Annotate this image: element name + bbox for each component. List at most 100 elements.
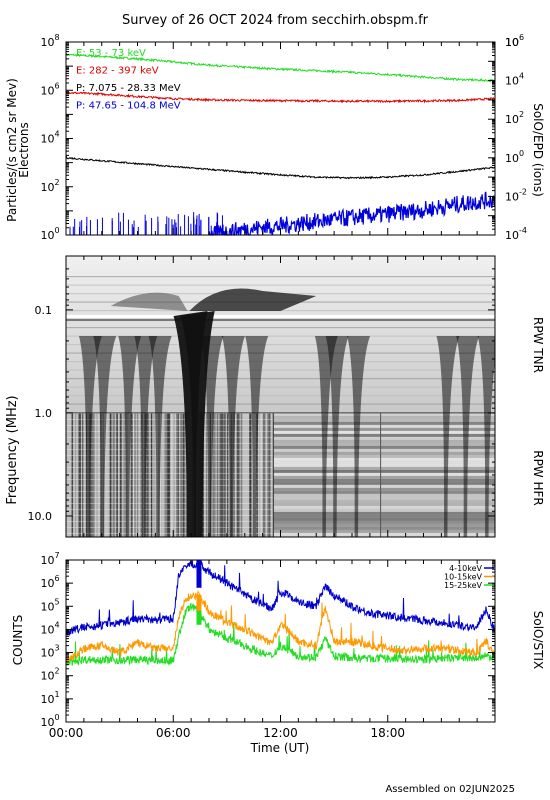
rpw-hfr-row [66,520,274,522]
epd-ytick-left-label: 108 [40,33,59,49]
stix-ytick-label: 103 [40,644,59,660]
stix-ytick-label: 107 [40,551,59,567]
rpw-hfr-column [219,412,221,537]
rpw-hfr-column [140,412,143,537]
rpw-hfr-band [273,466,495,470]
rpw-ytick-label: 10.0 [28,510,53,523]
x-axis-tick-labels: 00:00 06:00 12:00 18:00 [49,726,405,740]
stix-plot-area [66,560,495,722]
rpw-hfr-column [94,412,97,537]
stix-series-line [65,559,496,637]
rpw-hfr-band [273,520,495,524]
rpw-hfr-column [91,412,94,537]
rpw-hfr-band [273,469,495,473]
rpw-hfr-column [165,412,167,537]
rpw-hfr-column [93,412,96,537]
rpw-burst [78,336,102,537]
rpw-hfr-column [96,412,98,537]
rpw-hfr-column [268,412,270,537]
rpw-gap-line [66,315,495,319]
rpw-hfr-band [273,421,495,425]
rpw-hfr-band [273,418,495,422]
x-tick-label: 06:00 [156,726,191,740]
rpw-hfr-band [273,481,495,485]
rpw-hfr-column [152,412,154,537]
rpw-hfr-band [273,448,495,452]
rpw-ytick-label: 1.0 [35,407,53,420]
rpw-hfr-column [266,412,269,537]
stix-legend-entry: 4-10keV [449,564,482,573]
epd-series-layer [65,52,496,236]
rpw-hfr-row [66,424,274,426]
rpw-hfr-column [216,412,219,537]
epd-legend: E: 53 - 73 keV E: 282 - 397 keV P: 7.075 -… [76,48,181,112]
rpw-hfr-band [273,463,495,467]
rpw-hfr-band [273,502,495,506]
rpw-burst [221,336,245,537]
rpw-hfr-column [227,412,230,537]
rpw-hfr-row [66,430,274,432]
rpw-hfr-column [185,412,187,537]
rpw-bursts-layer [78,288,495,537]
rpw-hfr-row [66,466,274,468]
rpw-hfr-column [258,412,261,537]
epd-ytick-left-label: 106 [40,81,59,97]
rpw-hfr-row [66,460,274,462]
rpw-hfr-band [273,439,495,443]
stix-ylabel-right: SolO/STIX [531,611,545,670]
rpw-hfr-column [215,412,217,537]
figure-title: Survey of 26 OCT 2024 from secchirh.obsp… [122,13,429,28]
stix-ytick-label: 102 [40,667,59,683]
rpw-hfr-band [273,424,495,428]
stix-legend-entry: 10-15keV [444,573,483,582]
rpw-burst [245,336,269,537]
rpw-hfr-column [226,412,229,537]
rpw-hfr-column [170,412,172,537]
rpw-tnr-band [66,284,495,286]
rpw-hfr-column [134,412,136,537]
rpw-hfr-column [183,412,186,537]
rpw-hfr-band [273,430,495,434]
rpw-hfr-column [222,412,224,537]
epd-legend-entry: E: 282 - 397 keV [76,66,159,77]
rpw-hfr-column [74,412,77,537]
x-tick-label: 12:00 [263,726,298,740]
epd-legend-entry: P: 47.65 - 104.8 MeV [76,101,181,112]
rpw-hfr-band [273,514,495,518]
rpw-hfr-column [171,412,174,537]
epd-series-line [65,52,496,83]
rpw-hfr-band [273,517,495,521]
epd-ytick-left-label: 100 [40,226,59,242]
rpw-hfr-column [120,412,122,537]
rpw-hfr-row [66,502,274,504]
rpw-burst [93,336,117,537]
epd-ytick-right-label: 102 [505,110,524,126]
rpw-hfr-band [273,508,495,512]
rpw-hfr-band [273,490,495,494]
rpw-hfr-column [224,412,226,537]
rpw-hfr-column [220,412,223,537]
rpw-hfr-band [273,535,495,537]
rpw-hfr-column [161,412,164,537]
rpw-hfr-column [264,412,267,537]
rpw-tnr-band [66,403,495,405]
rpw-hfr-column [116,412,118,537]
stix-series-line [65,602,496,666]
rpw-hfr-column [240,412,243,537]
rpw-tnr-band [66,327,495,329]
rpw-burst [325,336,349,537]
rpw-hfr-band [273,436,495,440]
rpw-hfr-row [66,478,274,480]
rpw-hfr-column [150,412,153,537]
stix-attenuator-block [196,594,202,616]
rpw-hfr-band [273,511,495,515]
rpw-hfr-column [105,412,108,537]
epd-series-line [65,91,496,104]
rpw-hfr-column [206,412,208,537]
x-tick-label: 00:00 [49,726,84,740]
rpw-hfr-column [135,412,137,537]
rpw-hfr-column [162,412,165,537]
